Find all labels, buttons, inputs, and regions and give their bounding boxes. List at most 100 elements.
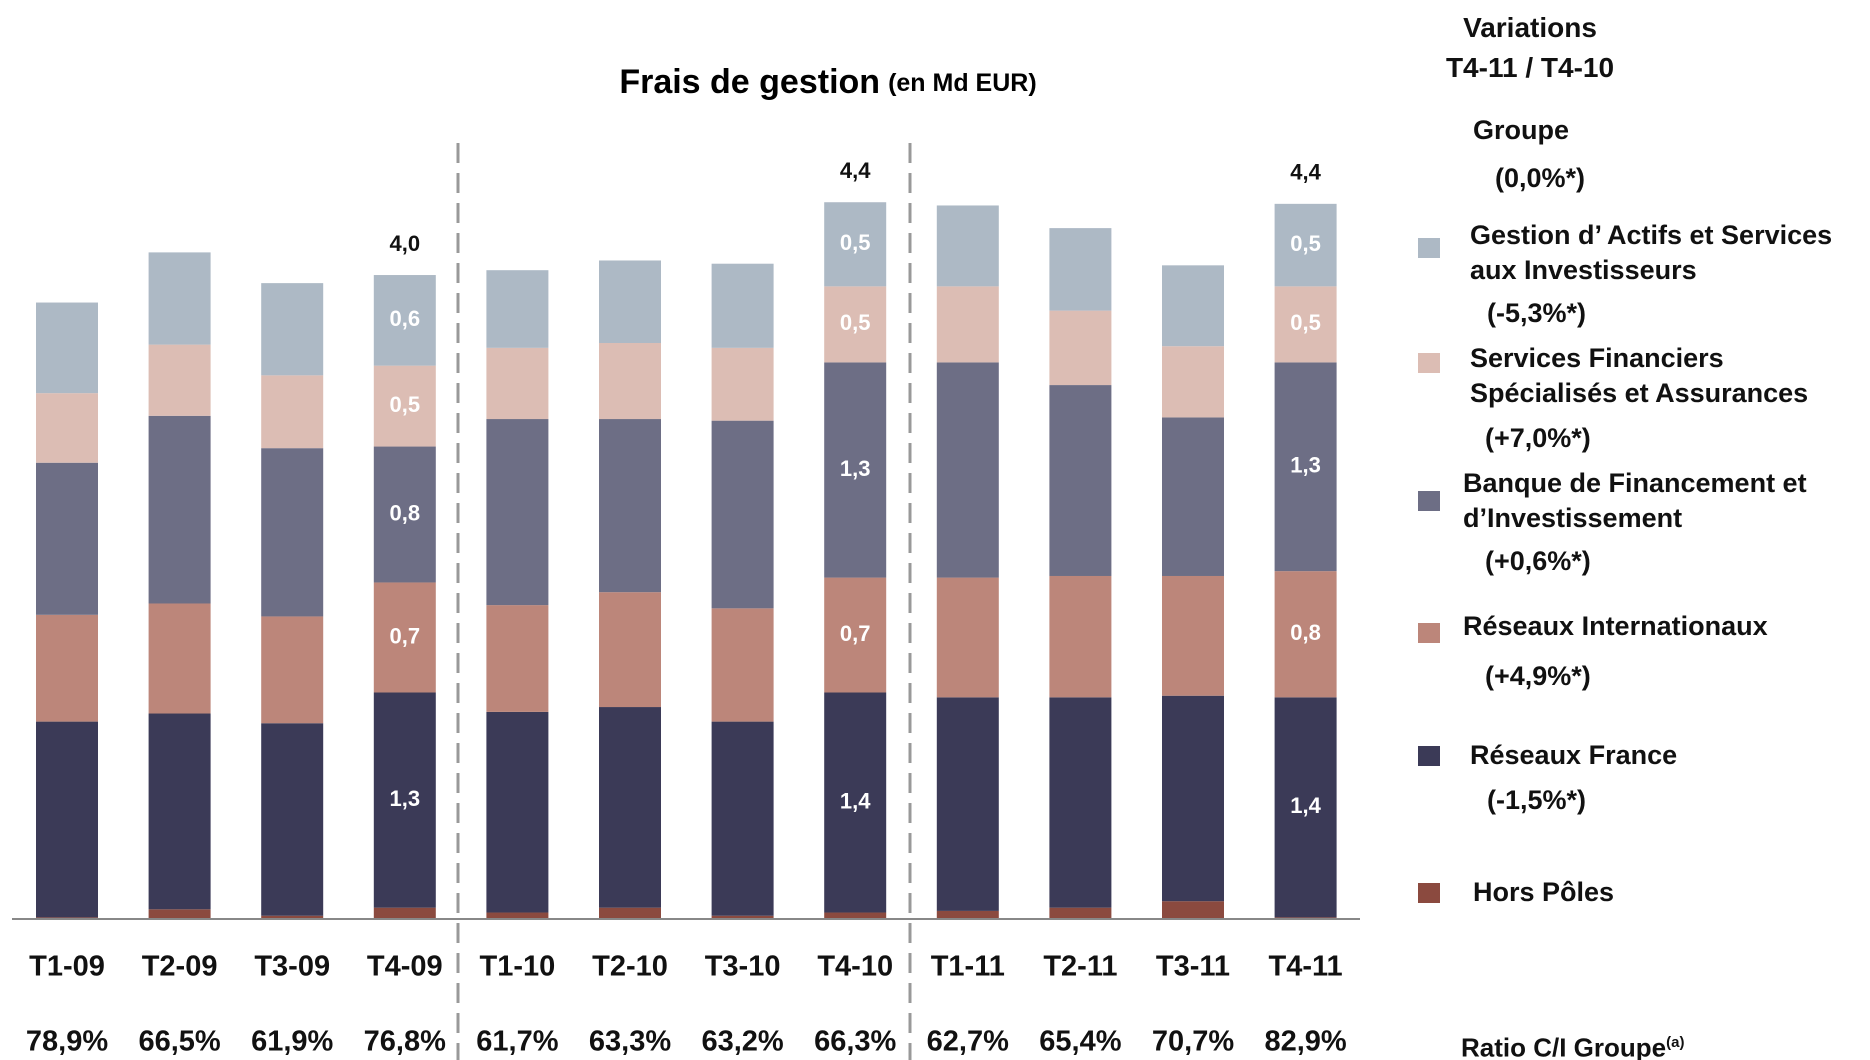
ratio-label: 63,3% bbox=[589, 1026, 671, 1058]
bar-segment bbox=[599, 592, 661, 708]
bar-segment bbox=[599, 907, 661, 919]
bar-segment bbox=[936, 577, 999, 698]
bar-segment bbox=[36, 302, 98, 394]
legend-variation: (+4,9%*) bbox=[1485, 661, 1591, 691]
legend-swatch bbox=[1418, 623, 1440, 643]
legend-swatch bbox=[1418, 746, 1440, 766]
legend-variation: (+7,0%*) bbox=[1485, 423, 1591, 453]
ratio-row-label: Ratio C/I Groupe(a) bbox=[1461, 1032, 1685, 1060]
x-tick-label: T2-09 bbox=[142, 951, 218, 983]
bar-segment bbox=[486, 912, 549, 919]
bar-segment bbox=[486, 270, 549, 348]
bar-segment bbox=[1162, 346, 1224, 418]
legend-variation: (0,0%*) bbox=[1495, 163, 1586, 193]
bar-segment bbox=[148, 713, 211, 910]
legend-swatch bbox=[1418, 353, 1440, 373]
bar-segment bbox=[824, 362, 887, 578]
legend-swatch bbox=[1418, 883, 1440, 903]
legend-label: Services Financiers Spécialisés et Assur… bbox=[1470, 343, 1809, 408]
bar-segment bbox=[1049, 575, 1112, 698]
legend-variation: (-1,5%*) bbox=[1487, 785, 1587, 815]
x-tick-label: T3-10 bbox=[705, 951, 781, 983]
bar-segment bbox=[261, 448, 324, 617]
bar-segment bbox=[36, 462, 98, 615]
bar-segment bbox=[711, 721, 774, 916]
data-label: 0,8 bbox=[390, 500, 421, 525]
x-tick-label: T4-11 bbox=[1269, 951, 1343, 983]
bar-segment bbox=[599, 260, 661, 343]
bar-segment bbox=[711, 608, 774, 722]
bar-segment bbox=[1049, 697, 1112, 908]
legend-label: Banque de Financement et d’Investissemen… bbox=[1463, 468, 1807, 533]
x-tick-label: T1-10 bbox=[480, 951, 556, 983]
bar-segment bbox=[261, 375, 324, 449]
data-label: 0,5 bbox=[1290, 231, 1321, 256]
bar-segment bbox=[36, 393, 98, 463]
bar-segment bbox=[936, 205, 999, 287]
chart-title: Frais de gestion (en Md EUR) bbox=[619, 63, 1036, 101]
bar-segment bbox=[148, 909, 211, 919]
bar-segment bbox=[1274, 203, 1337, 287]
data-label: 0,5 bbox=[390, 392, 421, 417]
data-label: 1,3 bbox=[1290, 453, 1321, 478]
bar-segment bbox=[711, 347, 774, 421]
bar-segment bbox=[1049, 228, 1112, 311]
x-tick-label: T3-09 bbox=[254, 951, 330, 983]
legend-header: T4-11 / T4-10 bbox=[1445, 52, 1615, 83]
bar-segment bbox=[148, 415, 211, 604]
bar-segment bbox=[36, 721, 98, 918]
bar-segment bbox=[148, 344, 211, 416]
bar-segment bbox=[148, 252, 211, 345]
data-label: 1,4 bbox=[840, 788, 871, 813]
bar-segment bbox=[936, 362, 999, 578]
ratio-label: 78,9% bbox=[26, 1026, 108, 1058]
legend-label: Gestion d’ Actifs et Services aux Invest… bbox=[1470, 220, 1833, 285]
data-label: 1,4 bbox=[1290, 793, 1321, 818]
data-label: 0,7 bbox=[840, 621, 871, 646]
x-tick-label: T2-11 bbox=[1043, 951, 1117, 983]
bar-segment bbox=[1049, 385, 1112, 576]
bar-segment bbox=[711, 263, 774, 348]
ratio-label: 70,7% bbox=[1152, 1026, 1234, 1058]
total-label: 4,4 bbox=[840, 158, 871, 183]
bar-segment bbox=[486, 419, 549, 606]
bar-segment bbox=[373, 446, 436, 583]
bar-segment bbox=[1049, 907, 1112, 919]
ratio-label: 66,3% bbox=[814, 1026, 896, 1058]
bar-segment bbox=[824, 912, 887, 919]
ratio-label: 82,9% bbox=[1264, 1026, 1346, 1058]
ratio-label: 65,4% bbox=[1039, 1026, 1121, 1058]
ratio-note: (a) bbox=[1666, 1034, 1685, 1051]
bar-segment bbox=[599, 342, 661, 420]
bar-segment bbox=[824, 202, 887, 287]
data-label: 0,5 bbox=[1290, 310, 1321, 335]
bar-segment bbox=[824, 286, 887, 363]
bar-segment bbox=[1049, 310, 1112, 386]
data-label: 0,6 bbox=[390, 306, 421, 331]
bar-segment bbox=[1162, 901, 1224, 919]
bar-segment bbox=[1274, 286, 1337, 363]
bar-segment bbox=[261, 283, 324, 376]
bar-segment bbox=[373, 365, 436, 447]
bar-segment bbox=[486, 347, 549, 420]
ratio-label: 61,9% bbox=[251, 1026, 333, 1058]
title: Frais de gestion bbox=[619, 63, 880, 101]
legend-swatch bbox=[1418, 238, 1440, 258]
bar-segment bbox=[1162, 417, 1224, 576]
bar-segment bbox=[1274, 571, 1337, 698]
x-tick-label: T2-10 bbox=[592, 951, 668, 983]
ratio-label: 61,7% bbox=[476, 1026, 558, 1058]
bar-segment bbox=[1274, 697, 1337, 918]
data-label: 0,7 bbox=[390, 623, 421, 648]
bar-segment bbox=[148, 603, 211, 714]
x-tick-label: T4-10 bbox=[817, 951, 893, 983]
bar-segment bbox=[373, 582, 436, 693]
legend-label: Réseaux Internationaux bbox=[1463, 611, 1768, 641]
ratio-label: 62,7% bbox=[927, 1026, 1009, 1058]
bar-segment bbox=[936, 697, 999, 911]
bar-segment bbox=[373, 907, 436, 919]
bar-segment bbox=[936, 286, 999, 363]
bar-segment bbox=[1162, 695, 1224, 902]
